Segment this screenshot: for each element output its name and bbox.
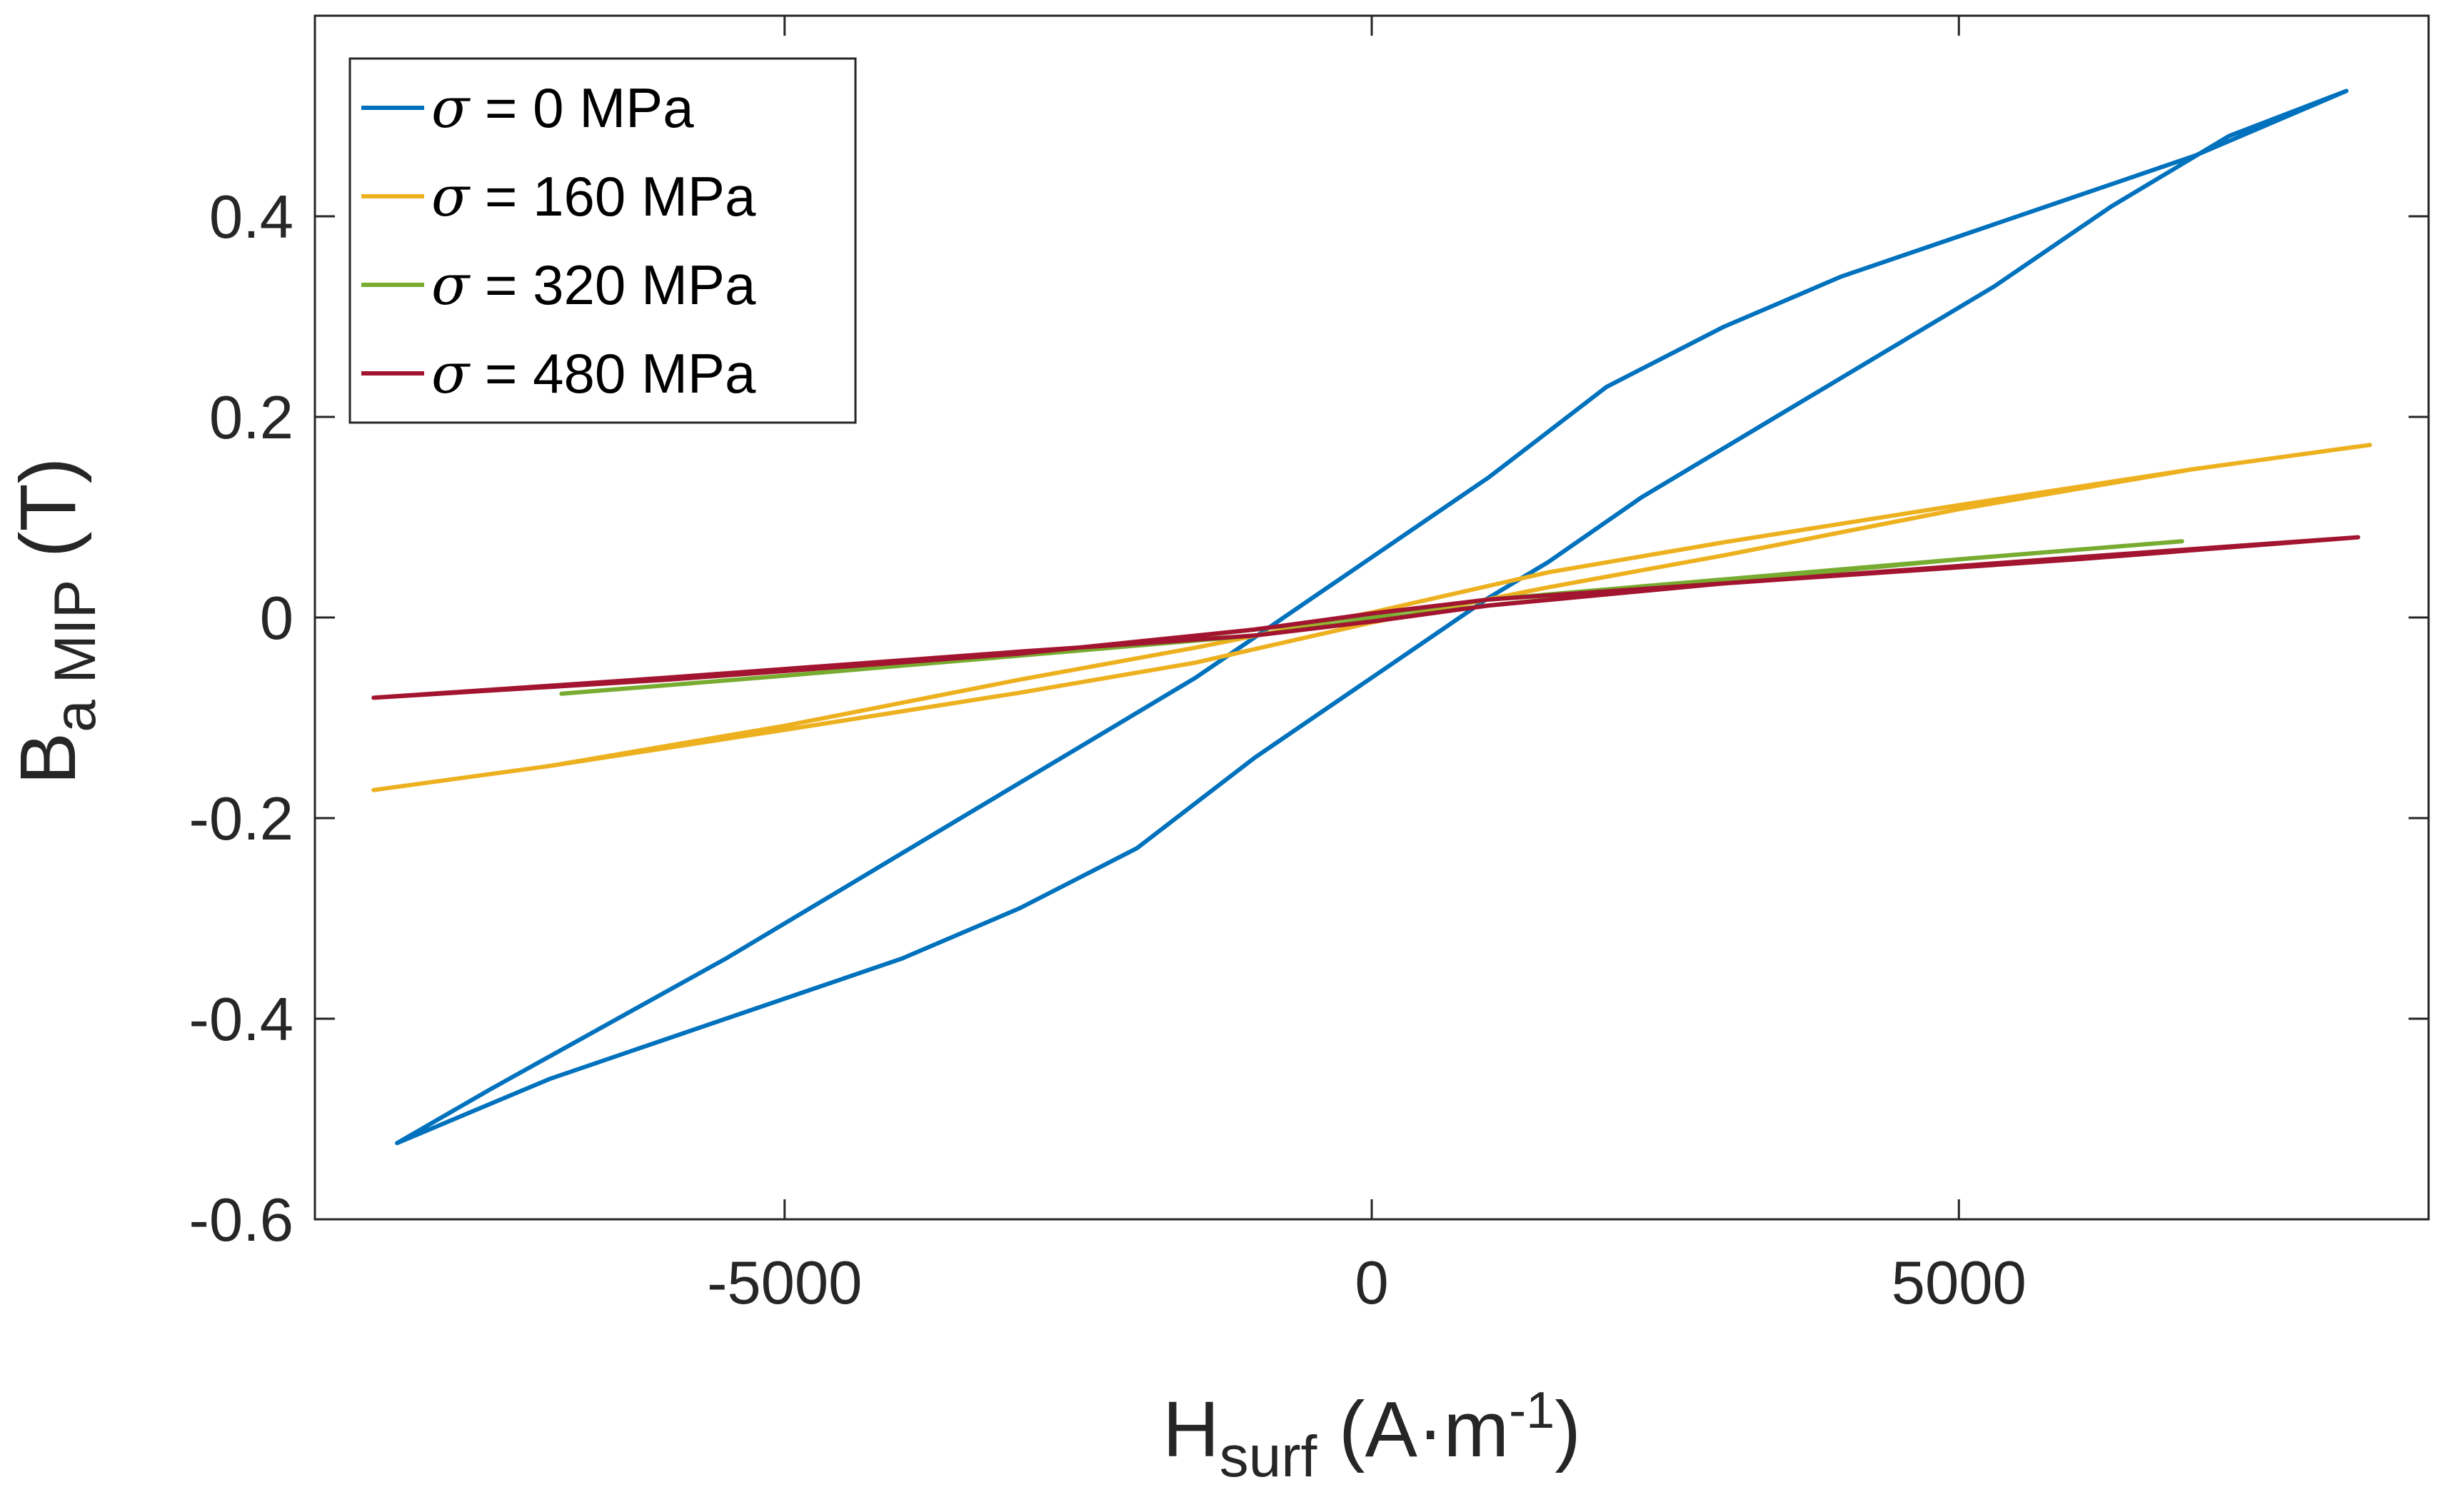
ticks-layer: -5000 0 5000 -0.6 -0.4 -0.2 0 0.2 0.4 xyxy=(189,16,2429,1317)
legend-label-3: σ = 480 MPa xyxy=(431,342,756,406)
legend-label-0: σ = 0 MPa xyxy=(431,76,694,141)
x-axis-label-close: ) xyxy=(1555,1386,1581,1473)
series-layer xyxy=(371,89,2372,1146)
series-line-3 xyxy=(371,535,2361,700)
x-axis-label: Hsurf (A·m-1) xyxy=(1163,1382,1581,1489)
legend-box xyxy=(348,57,857,424)
legend-sigma-2: σ xyxy=(431,253,471,318)
y-axis-label: Ba MIP (T) xyxy=(4,458,108,785)
series-line-1 xyxy=(371,443,2372,792)
legend-label-rest-0: = 0 MPa xyxy=(469,76,694,139)
x-tick-label: 5000 xyxy=(1892,1249,2027,1317)
legend-sigma-0: σ xyxy=(431,76,471,141)
legend-sigma-1: σ xyxy=(431,165,471,229)
y-axis-label-rest: (T) xyxy=(4,458,92,580)
legend-entry: σ = 480 MPa xyxy=(361,342,756,406)
y-tick-label: -0.2 xyxy=(189,785,293,853)
legend-entry: σ = 0 MPa xyxy=(361,76,694,141)
y-axis-label-main: B xyxy=(4,732,92,785)
legend-label-1: σ = 160 MPa xyxy=(431,165,756,229)
legend-label-rest-3: = 480 MPa xyxy=(469,342,756,405)
y-axis-label-sub: a MIP xyxy=(43,580,108,732)
y-tick-label: 0.2 xyxy=(209,384,293,452)
series-line-0 xyxy=(395,89,2349,1146)
x-axis-label-main: H xyxy=(1163,1386,1219,1473)
x-axis-label-sub: surf xyxy=(1220,1424,1317,1489)
legend-label-rest-2: = 320 MPa xyxy=(469,253,756,316)
x-axis-label-sup: -1 xyxy=(1509,1382,1555,1439)
legend-label-rest-1: = 160 MPa xyxy=(469,165,756,228)
y-tick-label: -0.4 xyxy=(189,986,293,1054)
legend-sigma-3: σ xyxy=(431,342,471,406)
x-axis-label-rest: (A·m xyxy=(1317,1386,1509,1473)
legend-entry: σ = 320 MPa xyxy=(361,253,756,318)
x-tick-label: -5000 xyxy=(707,1249,862,1317)
y-tick-label: 0.4 xyxy=(209,183,293,251)
y-tick-label: -0.6 xyxy=(189,1186,293,1254)
legend-label-2: σ = 320 MPa xyxy=(431,253,756,318)
legend: σ = 0 MPa σ = 160 MPa σ = 320 MPa σ = 48… xyxy=(348,57,857,424)
legend-entry: σ = 160 MPa xyxy=(361,165,756,229)
y-tick-label: 0 xyxy=(260,585,293,652)
x-tick-label: 0 xyxy=(1355,1249,1388,1317)
